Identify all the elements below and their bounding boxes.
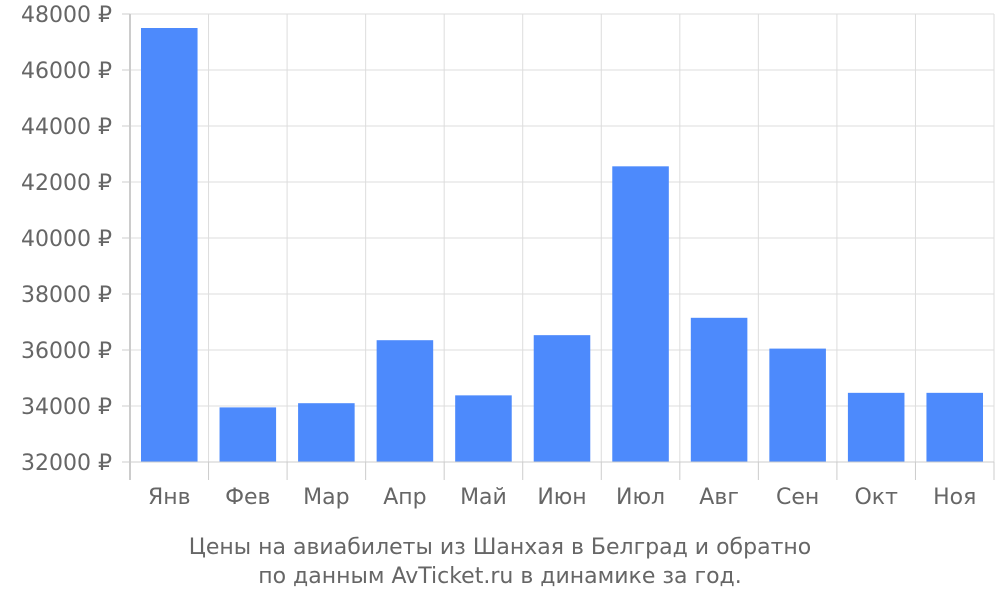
y-tick-label: 38000 ₽ xyxy=(21,283,112,308)
bar-Авг xyxy=(690,317,748,462)
caption-line-1: Цены на авиабилеты из Шанхая в Белград и… xyxy=(188,535,812,560)
axes xyxy=(129,14,994,480)
caption-line-2: по данным AvTicket.ru в динамике за год. xyxy=(258,564,742,589)
y-tick-label: 48000 ₽ xyxy=(21,3,112,28)
bar-Окт xyxy=(847,392,905,462)
bar-Июн xyxy=(533,335,591,462)
y-tick-label: 34000 ₽ xyxy=(21,395,112,420)
chart-caption: Цены на авиабилеты из Шанхая в Белград и… xyxy=(0,533,1000,591)
x-tick-label: Фев xyxy=(225,485,270,510)
bars xyxy=(140,28,984,462)
x-tick-label: Ноя xyxy=(933,485,976,510)
bar-Ноя xyxy=(926,392,984,462)
y-tick-label: 32000 ₽ xyxy=(21,451,112,476)
y-tick-label: 46000 ₽ xyxy=(21,59,112,84)
x-tick-label: Окт xyxy=(854,485,898,510)
y-tick-label: 44000 ₽ xyxy=(21,115,112,140)
bar-Янв xyxy=(140,28,198,462)
bar-Июл xyxy=(612,166,669,462)
y-tick-label: 42000 ₽ xyxy=(21,171,112,196)
bar-Фев xyxy=(219,407,277,462)
bar-Апр xyxy=(376,340,434,462)
x-tick-label: Июл xyxy=(616,485,665,510)
bar-Май xyxy=(455,395,512,462)
x-tick-label: Янв xyxy=(148,485,191,510)
x-tick-label: Апр xyxy=(383,485,426,510)
grid-lines xyxy=(130,13,995,463)
x-tick-label: Июн xyxy=(537,485,586,510)
y-axis-ticks: 32000 ₽ 34000 ₽ 36000 ₽ 38000 ₽ 40000 ₽ 42000… xyxy=(21,3,130,476)
bar-Мар xyxy=(298,403,355,462)
x-tick-label: Май xyxy=(460,485,507,510)
x-tick-label: Мар xyxy=(303,485,349,510)
x-axis-ticks: Янв Фев Мар Апр Май Июн Июл Авг Сен Окт Ноя xyxy=(129,462,995,510)
y-tick-label: 36000 ₽ xyxy=(21,339,112,364)
x-tick-label: Авг xyxy=(699,485,739,510)
y-tick-label: 40000 ₽ xyxy=(21,227,112,252)
bar-Сен xyxy=(769,348,826,462)
x-tick-label: Сен xyxy=(776,485,819,510)
